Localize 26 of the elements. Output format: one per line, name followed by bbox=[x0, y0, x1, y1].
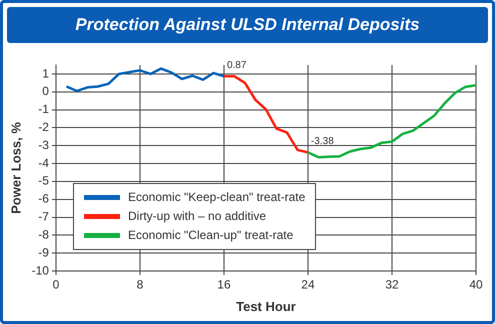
x-axis-title: Test Hour bbox=[236, 298, 296, 314]
x-tick-label: 24 bbox=[301, 278, 315, 292]
y-tick-label: -2 bbox=[38, 120, 50, 134]
legend-label: Economic "Clean-up" treat-rate bbox=[128, 227, 294, 244]
annotation: 0.87 bbox=[226, 60, 247, 72]
y-tick-label: 1 bbox=[42, 66, 50, 80]
y-tick-label: -6 bbox=[38, 192, 50, 206]
y-tick-label: -7 bbox=[38, 210, 50, 224]
y-tick-label: -5 bbox=[38, 174, 50, 188]
x-tick-label: 8 bbox=[136, 278, 144, 292]
x-tick-label: 16 bbox=[217, 278, 231, 292]
y-tick-label: 0 bbox=[42, 84, 50, 98]
y-tick-label: -9 bbox=[38, 245, 50, 260]
x-tick-label: 0 bbox=[52, 278, 60, 292]
legend-label: Economic "Keep-clean" treat-rate bbox=[128, 189, 306, 206]
y-tick-label: -8 bbox=[38, 227, 50, 242]
x-tick-label: 40 bbox=[469, 278, 483, 292]
annotation: -3.38 bbox=[310, 136, 334, 148]
x-tick-label: 32 bbox=[385, 278, 399, 292]
y-tick-label: -4 bbox=[38, 156, 50, 170]
y-tick-label: -10 bbox=[32, 263, 50, 278]
y-tick-label: -3 bbox=[38, 138, 50, 152]
y-axis-title: Power Loss, % bbox=[8, 122, 24, 214]
legend-label: Dirty-up with – no additive bbox=[128, 208, 266, 225]
chart-title: Protection Against ULSD Internal Deposits bbox=[75, 15, 420, 35]
y-tick-label: -1 bbox=[38, 102, 50, 116]
